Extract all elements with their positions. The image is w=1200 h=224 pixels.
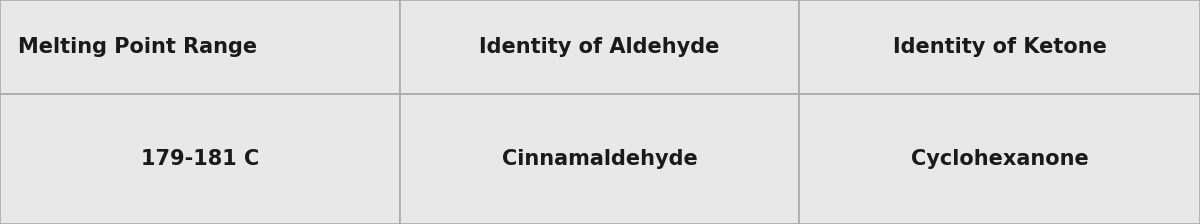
FancyBboxPatch shape bbox=[0, 94, 400, 224]
FancyBboxPatch shape bbox=[0, 0, 400, 94]
Text: Melting Point Range: Melting Point Range bbox=[18, 37, 257, 57]
Text: Cyclohexanone: Cyclohexanone bbox=[911, 149, 1088, 169]
FancyBboxPatch shape bbox=[400, 0, 799, 94]
Text: Identity of Ketone: Identity of Ketone bbox=[893, 37, 1106, 57]
FancyBboxPatch shape bbox=[799, 0, 1200, 94]
FancyBboxPatch shape bbox=[400, 94, 799, 224]
Text: 179-181 C: 179-181 C bbox=[140, 149, 259, 169]
Text: Identity of Aldehyde: Identity of Aldehyde bbox=[479, 37, 720, 57]
FancyBboxPatch shape bbox=[799, 94, 1200, 224]
Text: Cinnamaldehyde: Cinnamaldehyde bbox=[502, 149, 697, 169]
